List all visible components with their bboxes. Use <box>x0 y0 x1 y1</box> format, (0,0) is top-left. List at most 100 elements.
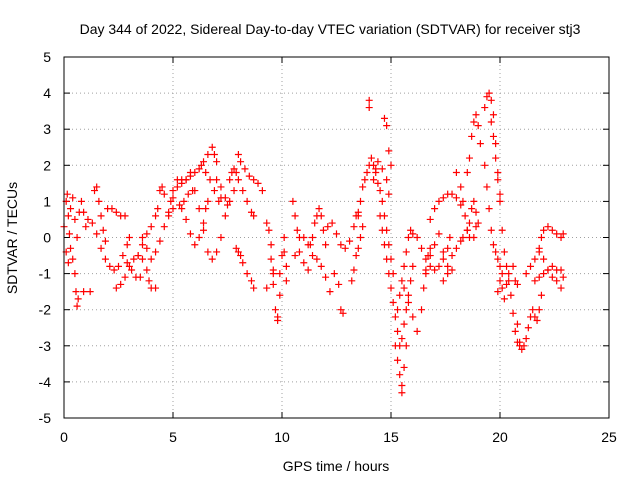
data-point <box>470 118 478 126</box>
y-tick-label: 2 <box>43 157 51 173</box>
data-point <box>276 291 284 299</box>
data-point <box>457 237 465 245</box>
data-point <box>178 205 186 213</box>
data-point <box>243 270 251 278</box>
data-point <box>459 234 467 241</box>
data-point <box>182 215 190 223</box>
data-point <box>91 187 99 195</box>
y-tick-label: 0 <box>43 230 51 246</box>
data-point <box>322 241 330 249</box>
data-point <box>282 277 290 285</box>
data-point <box>300 234 308 241</box>
data-point <box>457 201 465 209</box>
data-point <box>553 277 561 285</box>
data-point <box>380 241 388 249</box>
data-point <box>489 132 497 140</box>
data-point <box>420 284 428 292</box>
data-point <box>350 266 358 274</box>
data-point <box>489 111 497 119</box>
data-point <box>398 335 406 343</box>
data-point <box>409 313 417 321</box>
data-point <box>117 280 125 288</box>
data-point <box>374 158 382 166</box>
data-point <box>263 284 271 292</box>
data-point <box>498 270 506 278</box>
data-point <box>322 273 330 281</box>
y-tick-label: -2 <box>39 302 52 318</box>
data-point <box>186 230 194 238</box>
data-point <box>213 176 221 184</box>
data-point <box>348 277 356 285</box>
y-tick-label: -3 <box>39 338 52 354</box>
data-point <box>513 320 521 328</box>
data-point <box>496 277 504 285</box>
data-point <box>234 248 242 256</box>
data-point <box>474 219 482 227</box>
data-point <box>335 280 343 288</box>
data-point <box>485 89 493 97</box>
data-point <box>69 255 77 263</box>
y-tick-label: 3 <box>43 121 51 137</box>
data-point <box>435 230 443 238</box>
data-point <box>418 306 426 314</box>
data-point <box>156 187 164 195</box>
data-point <box>448 252 456 260</box>
data-point <box>418 244 426 252</box>
data-point <box>513 280 521 288</box>
data-point <box>387 161 395 169</box>
x-tick-label: 15 <box>383 429 399 445</box>
data-point <box>404 298 412 306</box>
data-point <box>143 244 151 252</box>
data-point <box>169 194 177 202</box>
data-point <box>516 338 524 346</box>
data-point <box>160 223 168 231</box>
data-point <box>463 169 471 177</box>
data-point <box>498 284 506 292</box>
data-point <box>64 212 72 220</box>
data-point <box>138 241 146 249</box>
data-point <box>250 284 258 292</box>
x-tick-label: 25 <box>601 429 617 445</box>
data-point <box>498 226 506 234</box>
data-point <box>400 284 408 292</box>
data-point <box>548 226 556 234</box>
data-point <box>84 215 92 223</box>
data-point <box>389 298 397 306</box>
data-point <box>531 277 539 285</box>
x-tick-label: 0 <box>60 429 68 445</box>
data-point <box>158 183 166 191</box>
data-point <box>293 226 301 234</box>
data-point <box>378 226 386 234</box>
data-point <box>88 219 96 227</box>
data-point <box>470 234 478 241</box>
data-point <box>112 208 120 216</box>
data-point <box>359 223 367 231</box>
data-point <box>346 237 354 245</box>
data-point <box>67 205 75 213</box>
data-point <box>402 342 410 350</box>
data-point <box>167 197 175 205</box>
data-point <box>396 291 404 299</box>
data-point <box>457 183 465 191</box>
data-point <box>444 262 452 270</box>
data-point <box>210 187 218 195</box>
data-point <box>226 197 234 205</box>
data-point <box>463 226 471 234</box>
data-point <box>311 219 319 227</box>
data-point <box>494 288 502 296</box>
data-point <box>73 234 81 241</box>
chart-title: Day 344 of 2022, Sidereal Day-to-day VTE… <box>80 21 581 37</box>
data-point <box>507 291 515 299</box>
data-point <box>317 262 325 270</box>
data-point <box>67 244 75 252</box>
data-point <box>152 284 160 292</box>
data-point <box>72 288 80 296</box>
data-points <box>60 89 567 397</box>
data-point <box>509 309 517 317</box>
data-point <box>544 266 552 274</box>
data-point <box>474 122 482 130</box>
data-point <box>557 284 565 292</box>
data-point <box>452 169 460 177</box>
data-point <box>535 273 543 281</box>
data-point <box>385 190 393 198</box>
